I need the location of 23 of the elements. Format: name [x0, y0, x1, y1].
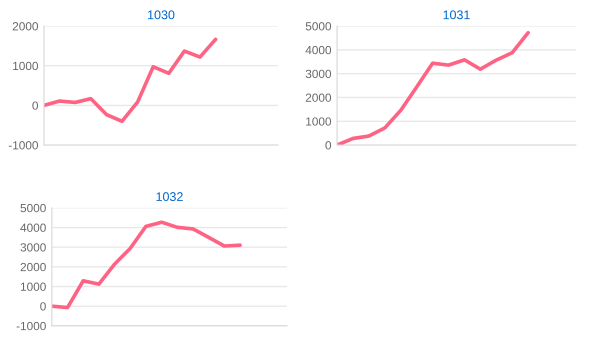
- y-tick-label: -1000: [8, 141, 38, 150]
- y-tick-label: 5000: [306, 22, 332, 30]
- line-series: [337, 30, 530, 146]
- y-tick-label: 2000: [12, 22, 38, 30]
- y-tick-label: 2000: [20, 262, 46, 272]
- y-tick-label: 1000: [13, 62, 38, 70]
- y-tick-label: 0: [32, 101, 38, 110]
- y-tick-label: 4000: [306, 46, 332, 54]
- chart-title: 1031: [444, 10, 470, 20]
- y-tick-label: 1000: [306, 117, 332, 126]
- chart-title: 1030: [148, 10, 174, 20]
- line-series: [44, 38, 218, 124]
- chart-title: 1032: [156, 192, 183, 202]
- y-tick-label: -1000: [16, 322, 46, 330]
- y-tick-label: 3000: [20, 243, 46, 252]
- y-tick-label: 0: [325, 141, 332, 150]
- y-tick-label: 0: [40, 302, 46, 311]
- y-tick-label: 1000: [20, 282, 46, 291]
- y-tick-label: 4000: [20, 224, 46, 232]
- y-tick-label: 3000: [306, 70, 332, 78]
- line-series: [52, 220, 242, 310]
- y-tick-label: 2000: [306, 94, 332, 102]
- y-tick-label: 5000: [20, 204, 46, 212]
